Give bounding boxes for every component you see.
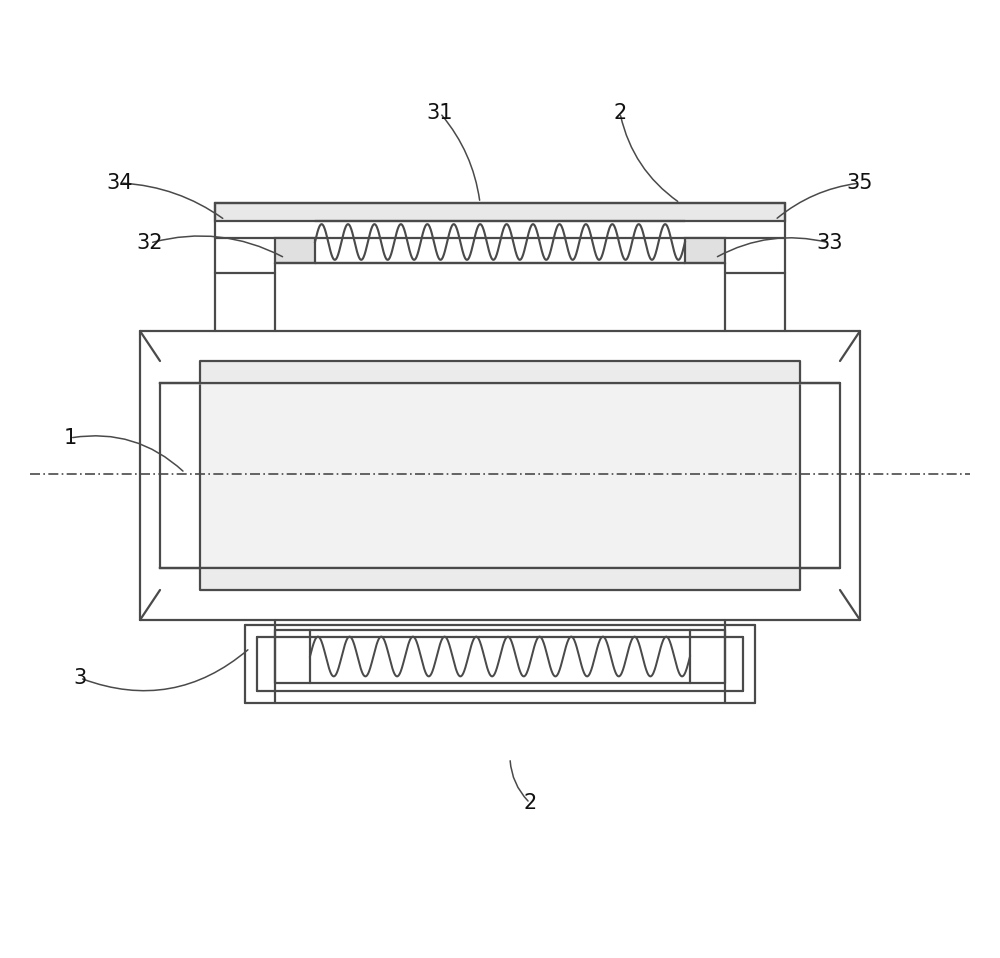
Text: 31: 31 [427,103,453,123]
Polygon shape [160,568,840,590]
Text: 35: 35 [847,173,873,193]
Text: 3: 3 [73,668,87,688]
Text: 34: 34 [107,173,133,193]
Text: 1: 1 [63,428,77,448]
Text: 33: 33 [817,233,843,253]
Text: 32: 32 [137,233,163,253]
Text: 2: 2 [523,793,537,813]
Text: 2: 2 [613,103,627,123]
Bar [200,383,800,568]
Polygon shape [160,361,840,383]
Bar [215,203,785,221]
Bar [685,238,725,263]
Bar [275,238,315,263]
